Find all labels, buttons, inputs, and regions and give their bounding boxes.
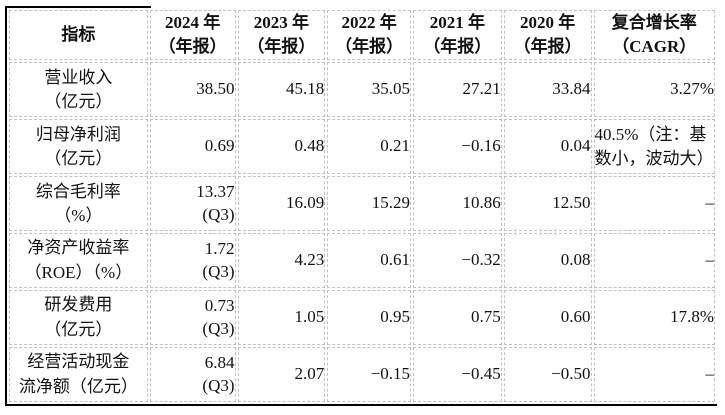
cell-2022: 0.95: [327, 290, 411, 346]
cell-value: 38.50: [196, 79, 235, 99]
row-label-line2: （%）: [54, 205, 103, 225]
cell-2020: 12.50: [503, 176, 592, 232]
header-line2: （CAGR）: [612, 37, 697, 57]
table-row-net-profit: 归母净利润 （亿元） 0.69 0.48 0.21 −0.16 0.04 40.…: [9, 119, 715, 175]
row-label-line1: 净资产收益率: [27, 238, 130, 258]
table-row-operating-cashflow: 经营活动现金 流净额（亿元） 6.84 (Q3) 2.07 −0.15 −0.4…: [9, 347, 715, 402]
header-line2: （年报）: [158, 37, 227, 57]
cell-2022: 0.61: [327, 233, 411, 289]
cell-2021: −0.16: [412, 119, 502, 175]
cell-cagr: 17.8%: [593, 290, 715, 346]
cell-2022: 35.05: [327, 62, 411, 118]
top-border-segment: [5, 6, 151, 8]
row-label: 营业收入 （亿元）: [9, 62, 148, 118]
cell-subnote: (Q3): [202, 318, 235, 338]
table-row-revenue: 营业收入 （亿元） 38.50 45.18 35.05 27.21 33.84 …: [9, 62, 715, 118]
cell-value: 13.37: [196, 181, 235, 201]
header-line1: 2020 年: [520, 13, 576, 32]
cell-subnote: (Q3): [202, 261, 235, 281]
table-row-gross-margin: 综合毛利率 （%） 13.37 (Q3) 16.09 15.29 10.86 1…: [9, 176, 715, 232]
row-label-line2: （ROE）（%）: [24, 262, 133, 282]
row-label: 综合毛利率 （%）: [9, 176, 148, 232]
cell-2023: 4.23: [237, 233, 326, 289]
table-row-roe: 净资产收益率 （ROE）（%） 1.72 (Q3) 4.23 0.61 −0.3…: [9, 233, 715, 289]
col-header-cagr: 复合增长率 （CAGR）: [593, 10, 715, 61]
cell-subnote: (Q3): [202, 375, 235, 395]
row-label: 归母净利润 （亿元）: [9, 119, 148, 175]
col-header-2021: 2021 年 （年报）: [412, 10, 502, 61]
row-label: 净资产收益率 （ROE）（%）: [9, 233, 148, 289]
cell-2022: 0.21: [327, 119, 411, 175]
col-header-2020: 2020 年 （年报）: [503, 10, 592, 61]
header-line2: （年报）: [513, 37, 582, 57]
cell-cagr: –: [593, 176, 715, 232]
cell-2021: 10.86: [412, 176, 502, 232]
row-label-line2: （亿元）: [44, 91, 113, 111]
cell-value: 6.84: [204, 352, 235, 372]
financial-table-container: 指标 2024 年 （年报） 2023 年 （年报） 2022 年 （年报） 2…: [5, 6, 717, 406]
table-row-rd-expense: 研发费用 （亿元） 0.73 (Q3) 1.05 0.95 0.75 0.60 …: [9, 290, 715, 346]
header-line1: 2023 年: [253, 13, 310, 32]
header-line1: 2022 年: [341, 13, 397, 32]
cell-cagr: –: [593, 233, 715, 289]
cell-value: 0.73: [204, 295, 235, 315]
cell-cagr: –: [593, 347, 715, 402]
cell-2023: 2.07: [237, 347, 326, 402]
header-row: 指标 2024 年 （年报） 2023 年 （年报） 2022 年 （年报） 2…: [9, 10, 715, 61]
row-label-line1: 归母净利润: [35, 124, 121, 144]
cell-value: 0.69: [204, 136, 235, 156]
col-header-2022: 2022 年 （年报）: [327, 10, 411, 61]
row-label-line1: 营业收入: [44, 67, 113, 87]
cell-2022: −0.15: [327, 347, 411, 402]
cell-value: 1.72: [204, 238, 235, 258]
row-label: 研发费用 （亿元）: [9, 290, 148, 346]
col-header-2023: 2023 年 （年报）: [237, 10, 326, 61]
row-label-line2: （亿元）: [44, 148, 113, 168]
cell-2020: −0.50: [503, 347, 592, 402]
cell-2024: 13.37 (Q3): [149, 176, 236, 232]
cell-2020: 33.84: [503, 62, 592, 118]
cell-cagr-note: 40.5%（注：基数小，波动大）: [593, 119, 715, 175]
header-line2: （年报）: [423, 37, 492, 57]
cell-2021: −0.32: [412, 233, 502, 289]
cell-2023: 1.05: [237, 290, 326, 346]
row-label-line2: 流净额（亿元）: [18, 376, 138, 396]
cell-2022: 15.29: [327, 176, 411, 232]
row-label-line1: 综合毛利率: [35, 181, 121, 201]
cell-2020: 0.60: [503, 290, 592, 346]
cell-2021: 27.21: [412, 62, 502, 118]
cell-subnote: (Q3): [202, 204, 235, 224]
col-header-2024: 2024 年 （年报）: [149, 10, 236, 61]
cell-2024: 38.50: [149, 62, 236, 118]
cell-2023: 45.18: [237, 62, 326, 118]
row-label-line1: 研发费用: [44, 295, 113, 315]
cell-2020: 0.08: [503, 233, 592, 289]
header-line1: 指标: [61, 25, 96, 45]
cell-cagr: 3.27%: [593, 62, 715, 118]
cell-2024: 0.73 (Q3): [149, 290, 236, 346]
cell-2024: 6.84 (Q3): [149, 347, 236, 402]
cell-2021: −0.45: [412, 347, 502, 402]
row-label-line1: 经营活动现金: [27, 352, 130, 372]
financial-metrics-table: 指标 2024 年 （年报） 2023 年 （年报） 2022 年 （年报） 2…: [7, 8, 717, 404]
cell-2020: 0.04: [503, 119, 592, 175]
header-line1: 2024 年: [165, 13, 221, 32]
header-line2: （年报）: [247, 37, 316, 57]
header-line1: 复合增长率: [611, 13, 697, 32]
cell-2023: 0.48: [237, 119, 326, 175]
header-line2: （年报）: [335, 37, 404, 57]
header-line1: 2021 年: [429, 13, 485, 32]
row-label-line2: （亿元）: [44, 319, 113, 339]
cell-2021: 0.75: [412, 290, 502, 346]
cell-2024: 1.72 (Q3): [149, 233, 236, 289]
cell-2023: 16.09: [237, 176, 326, 232]
col-header-indicator: 指标: [9, 10, 148, 61]
cell-2024: 0.69: [149, 119, 236, 175]
row-label: 经营活动现金 流净额（亿元）: [9, 347, 148, 402]
